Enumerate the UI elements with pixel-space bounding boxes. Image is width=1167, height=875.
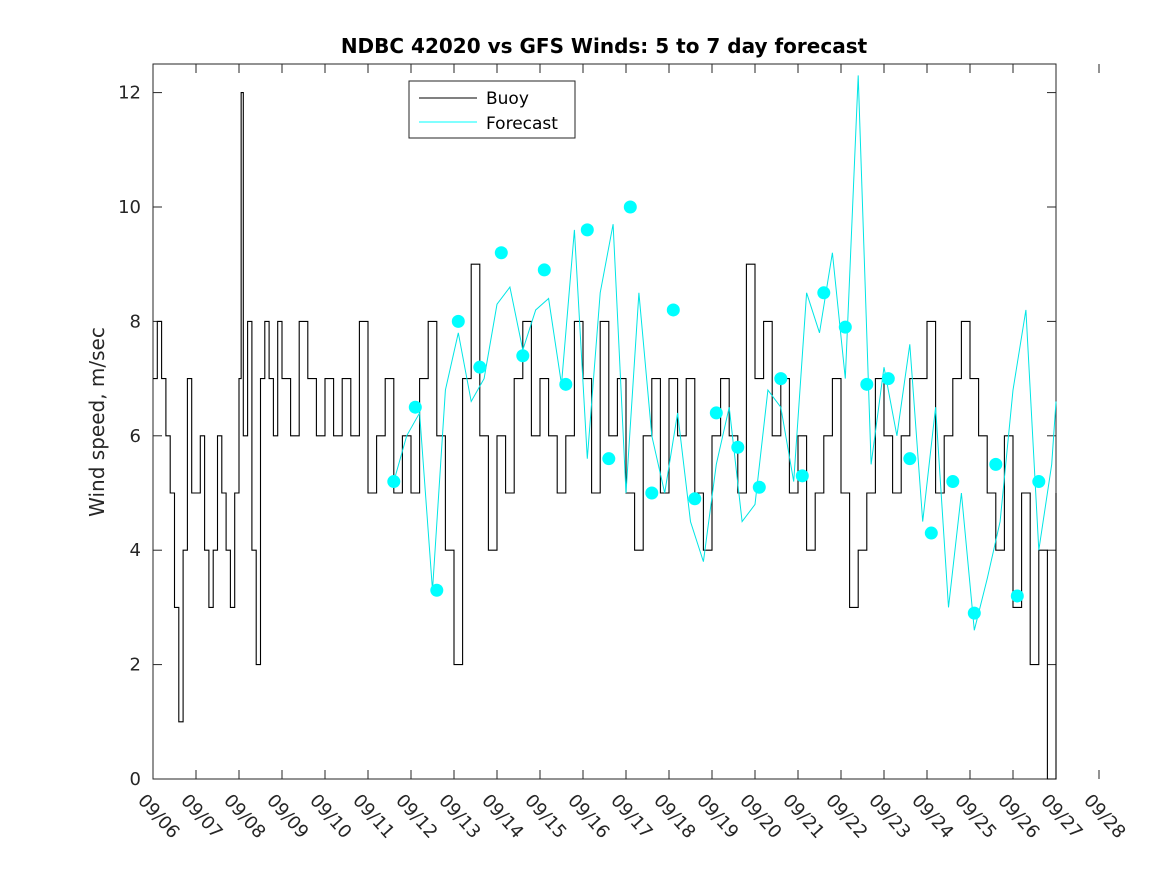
y-tick-label: 10 [118, 197, 141, 218]
y-tick-label: 12 [118, 83, 141, 104]
forecast-marker [623, 200, 637, 214]
y-tick-label: 8 [130, 311, 141, 332]
forecast-marker [731, 440, 745, 454]
series-line-forecast [393, 75, 1057, 631]
forecast-marker [709, 406, 723, 420]
y-tick-label: 0 [130, 769, 141, 790]
forecast-marker [537, 263, 551, 277]
forecast-marker [602, 452, 616, 466]
forecast-marker [774, 372, 788, 386]
forecast-marker [967, 606, 981, 620]
forecast-marker [473, 360, 487, 374]
forecast-marker [838, 320, 852, 334]
legend-label-buoy: Buoy [486, 89, 529, 109]
legend-box [408, 80, 576, 139]
forecast-marker [451, 314, 465, 328]
forecast-marker [494, 246, 508, 260]
forecast-marker [860, 377, 874, 391]
y-axis-label: Wind speed, m/sec [85, 327, 109, 517]
axes-box [152, 63, 1057, 780]
forecast-marker [688, 492, 702, 506]
forecast-marker [817, 286, 831, 300]
forecast-marker [387, 475, 401, 489]
forecast-marker [516, 349, 530, 363]
legend-label-forecast: Forecast [486, 114, 558, 134]
forecast-marker [1032, 475, 1046, 489]
y-tick-label: 6 [130, 426, 141, 447]
forecast-marker [559, 377, 573, 391]
y-tick-label: 4 [130, 540, 141, 561]
forecast-marker [666, 303, 680, 317]
forecast-marker [924, 526, 938, 540]
forecast-marker [580, 223, 594, 237]
forecast-marker [946, 475, 960, 489]
forecast-marker [989, 457, 1003, 471]
forecast-marker [1010, 589, 1024, 603]
forecast-marker [752, 480, 766, 494]
forecast-marker [795, 469, 809, 483]
forecast-marker [903, 452, 917, 466]
forecast-marker [645, 486, 659, 500]
chart-title: NDBC 42020 vs GFS Winds: 5 to 7 day fore… [341, 34, 868, 58]
y-tick-label: 2 [130, 655, 141, 676]
forecast-marker [881, 372, 895, 386]
forecast-marker [408, 400, 422, 414]
forecast-marker [430, 583, 444, 597]
legend: Buoy Forecast [408, 80, 576, 139]
